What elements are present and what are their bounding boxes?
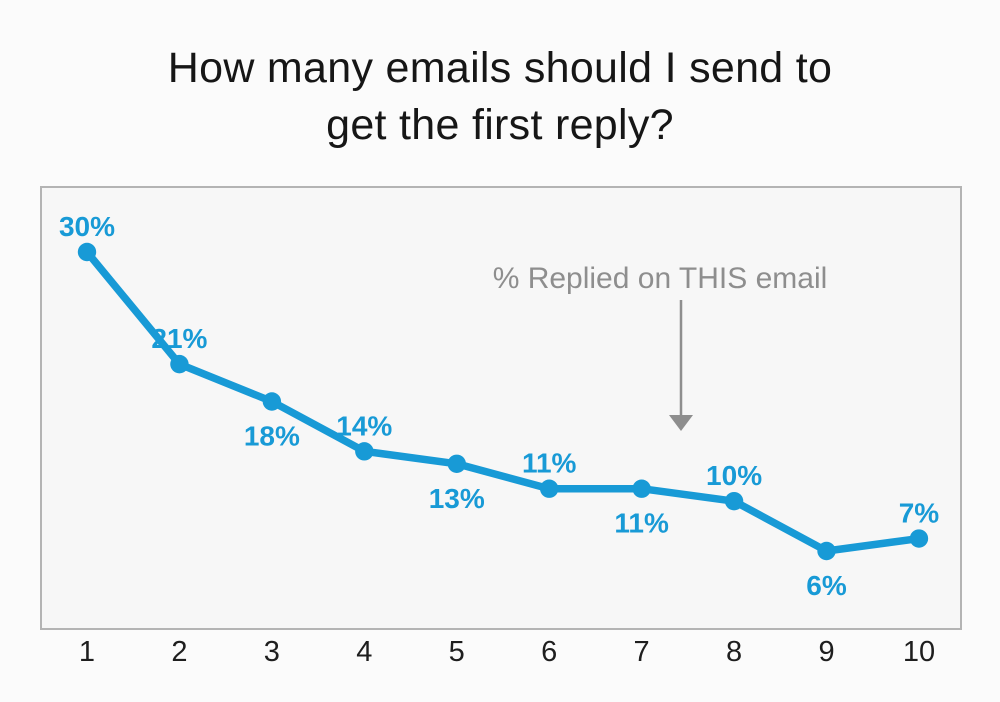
data-point-label: 11% [522,448,577,479]
annotation-arrowhead [669,415,693,431]
x-axis-label: 5 [448,636,465,668]
data-point [77,242,97,262]
data-point-label: 7% [899,498,940,529]
x-axis-label: 10 [902,636,936,668]
data-point [262,392,282,411]
data-point [170,354,189,374]
data-point-label: 18% [244,420,300,451]
data-point-label: 11% [614,508,669,539]
data-point [540,479,559,498]
data-point [817,541,836,561]
x-axis-label: 7 [633,636,650,668]
data-point [632,479,651,498]
x-axis-label: 6 [541,636,558,668]
data-point [355,442,374,461]
chart-svg: 30% 21% 18% 14% 13% 11% 11% 10% 6% 7% % Replied on… [59,211,940,601]
trend-line [83,248,923,555]
data-point [909,529,929,548]
data-point [724,491,744,511]
data-point [447,454,466,473]
data-point-label: 30% [59,211,115,242]
x-axis-label: 8 [726,636,743,668]
page-title-line-1: How many emails should I send to [167,44,833,92]
x-axis-label: 4 [356,636,373,668]
x-axis: 1 2 3 4 5 6 7 8 9 10 [42,636,960,676]
x-axis-label: 3 [263,636,280,668]
data-point-label: 6% [806,570,847,601]
x-axis-label: 1 [78,636,96,668]
annotation-text: % Replied on THIS email [493,262,828,295]
data-point-label: 10% [706,460,762,491]
x-axis-label: 9 [818,636,835,668]
chart-panel: 30% 21% 18% 14% 13% 11% 11% 10% 6% 7% % Replied on… [40,186,962,630]
page-title: How many emails should I send to get the… [0,40,1000,154]
data-point-label: 13% [429,483,485,514]
x-axis-label: 2 [171,636,188,668]
page-title-line-2: get the first reply? [326,101,674,149]
data-point-label: 14% [336,410,392,441]
data-point-label: 21% [151,323,207,354]
